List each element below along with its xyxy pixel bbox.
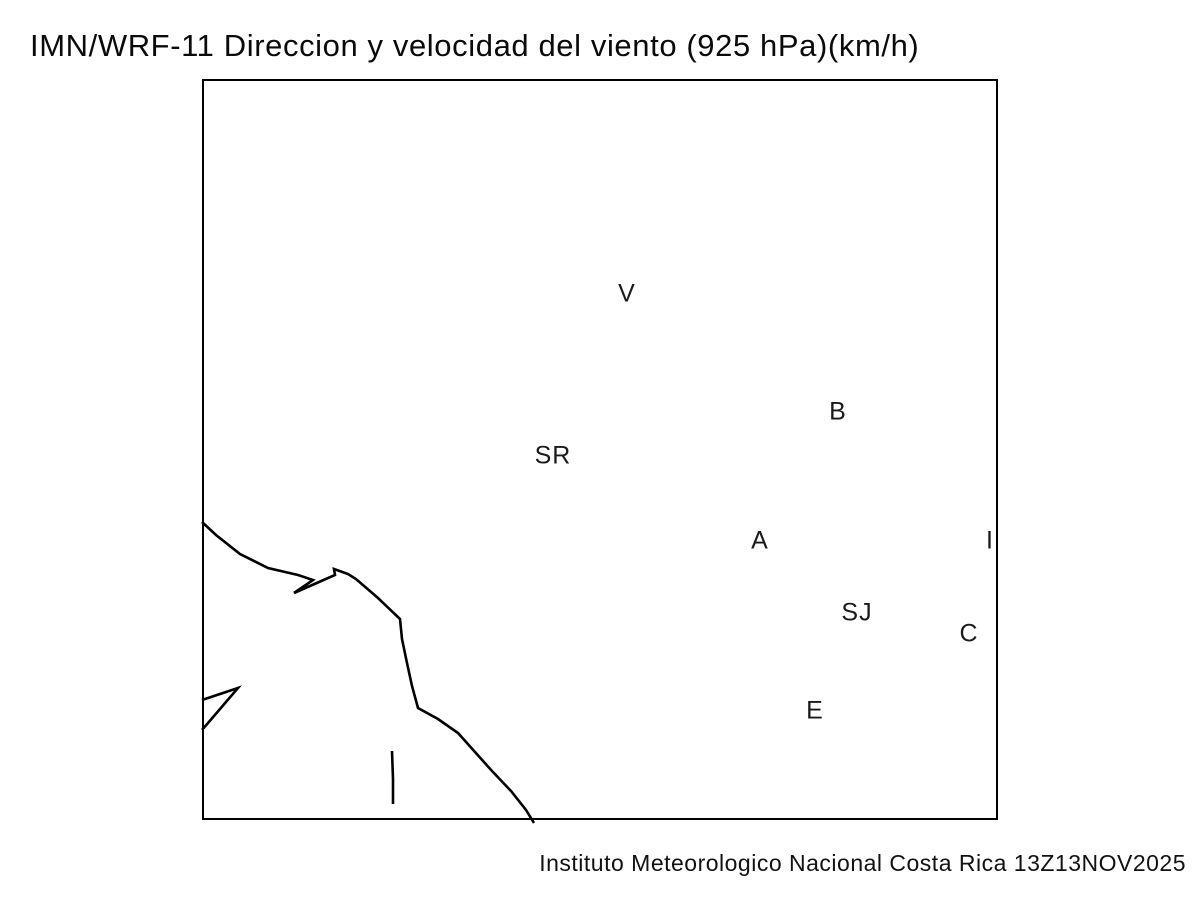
coastline-layer [201, 521, 536, 824]
coastline-pacific-main [201, 521, 536, 824]
station-label-b: B [829, 397, 847, 426]
map-panel: V B SR A I SJ C E [201, 79, 998, 824]
map-frame-border [202, 79, 998, 820]
station-label-a: A [751, 526, 769, 555]
page-title: IMN/WRF-11 Direccion y velocidad del vie… [30, 28, 920, 63]
station-label-c: C [959, 619, 979, 648]
coastline-south-tail [390, 750, 395, 804]
station-label-e: E [806, 696, 824, 725]
station-label-sr: SR [534, 441, 572, 470]
station-label-v: V [618, 279, 636, 308]
station-label-sj: SJ [841, 598, 873, 627]
station-label-i: I [986, 526, 994, 555]
figure-caption: Instituto Meteorologico Nacional Costa R… [539, 850, 1186, 876]
coastline-gulf-inlet [201, 685, 243, 731]
